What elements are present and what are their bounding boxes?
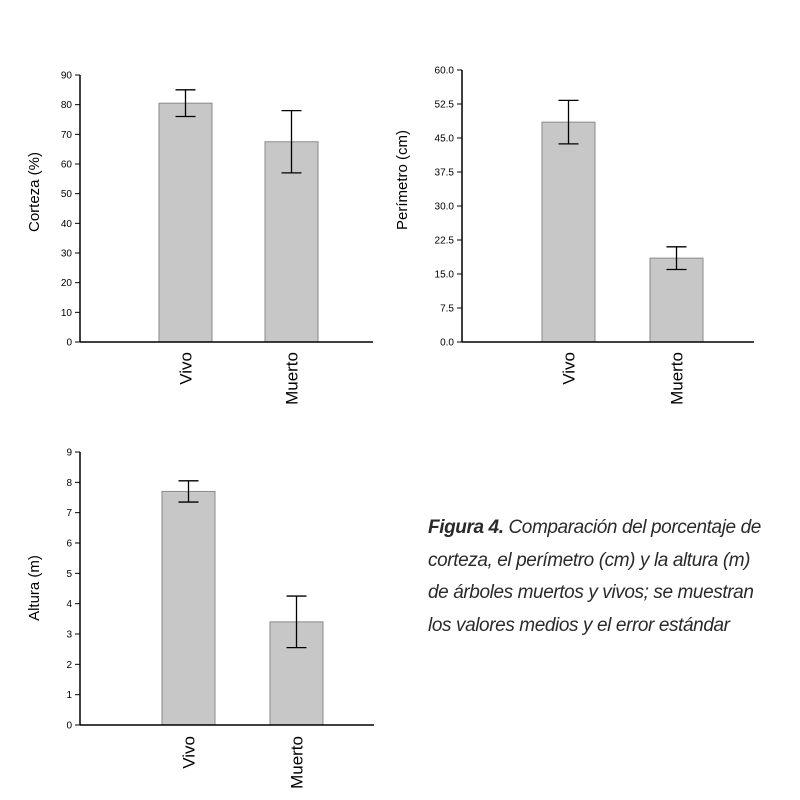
- x-tick-label: Vivo: [180, 736, 199, 769]
- y-tick-label: 80: [61, 100, 73, 111]
- y-tick-label: 40: [61, 219, 73, 230]
- y-tick-label: 0: [66, 721, 72, 732]
- y-tick-label: 30: [61, 249, 73, 260]
- y-tick-label: 9: [66, 448, 72, 459]
- y-axis-label: Corteza (%): [26, 152, 43, 232]
- y-tick-label: 90: [61, 71, 73, 82]
- y-tick-label: 6: [66, 539, 72, 550]
- y-tick-label: 10: [61, 308, 73, 319]
- y-tick-label: 70: [61, 130, 73, 141]
- y-tick-label: 0.0: [440, 338, 454, 349]
- bar-muerto: [649, 257, 704, 343]
- y-tick-label: 20: [61, 278, 73, 289]
- y-tick-label: 37.5: [435, 168, 455, 179]
- y-tick-label: 8: [66, 478, 72, 489]
- y-tick-label: 60.0: [435, 66, 455, 77]
- figure-caption: Figura 4. Comparación del porcentaje de …: [428, 512, 768, 642]
- bar-muerto: [264, 141, 319, 343]
- y-tick-label: 22.5: [435, 236, 455, 247]
- bar-vivo: [541, 121, 596, 343]
- y-tick-label: 5: [66, 569, 72, 580]
- chart-3: Vivo Muerto 0 1 2 3 4 5 6 7 8 9 Altura (m): [26, 448, 374, 789]
- y-tick-label: 30.0: [435, 202, 455, 213]
- y-tick-label: 0: [66, 338, 72, 349]
- x-tick-label: Muerto: [288, 736, 307, 789]
- chart-1: Vivo Muerto 0 10 20 30 40 50 60 70 80 90 Corteza (%): [26, 71, 373, 405]
- x-tick-label: Muerto: [283, 352, 302, 405]
- y-tick-label: 1: [66, 690, 72, 701]
- bar-vivo: [161, 490, 216, 726]
- y-tick-label: 7.5: [440, 304, 454, 315]
- y-tick-label: 45.0: [435, 134, 455, 145]
- y-axis-label: Perímetro (cm): [394, 130, 411, 230]
- x-tick-label: Vivo: [177, 352, 196, 385]
- y-tick-label: 60: [61, 160, 73, 171]
- y-tick-label: 15.0: [435, 270, 455, 281]
- y-tick-label: 50: [61, 189, 73, 200]
- y-tick-label: 52.5: [435, 100, 455, 111]
- x-tick-label: Vivo: [560, 352, 579, 385]
- y-tick-label: 3: [66, 630, 72, 641]
- x-tick-label: Muerto: [668, 352, 687, 405]
- bar-vivo: [158, 102, 213, 343]
- figure-label: Figura 4.: [428, 517, 504, 538]
- figure-caption-text: Comparación del porcentaje de corteza, e…: [428, 517, 761, 636]
- y-tick-label: 4: [66, 599, 72, 610]
- y-tick-label: 7: [66, 508, 72, 519]
- y-axis-label: Altura (m): [26, 555, 43, 621]
- chart-2: Vivo Muerto 0.0 7.5 15.0 22.5 30.0 37.5 45.0 52.5…: [394, 66, 754, 405]
- y-tick-label: 2: [66, 660, 72, 671]
